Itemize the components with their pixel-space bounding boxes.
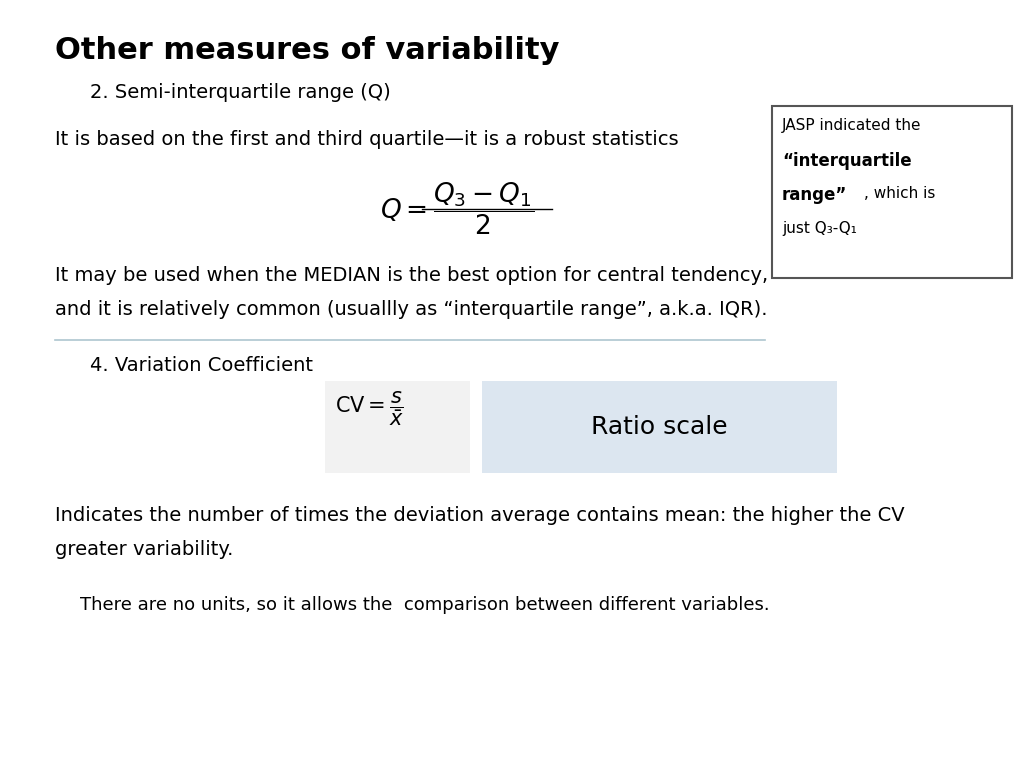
Text: There are no units, so it allows the  comparison between different variables.: There are no units, so it allows the com… — [80, 596, 770, 614]
FancyBboxPatch shape — [482, 381, 837, 473]
Text: , which is: , which is — [864, 186, 935, 201]
FancyBboxPatch shape — [772, 106, 1012, 278]
Text: It is based on the first and third quartile—it is a robust statistics: It is based on the first and third quart… — [55, 130, 679, 149]
Text: just Q₃-Q₁: just Q₃-Q₁ — [782, 221, 857, 236]
FancyBboxPatch shape — [325, 381, 470, 473]
Text: range”: range” — [782, 186, 848, 204]
Text: JASP indicated the: JASP indicated the — [782, 118, 922, 133]
Text: It may be used when the MEDIAN is the best option for central tendency,: It may be used when the MEDIAN is the be… — [55, 266, 768, 285]
Text: Ratio scale: Ratio scale — [591, 415, 728, 439]
Text: $\mathrm{CV} = \dfrac{s}{\bar{x}}$: $\mathrm{CV} = \dfrac{s}{\bar{x}}$ — [335, 389, 404, 428]
Text: Other measures of variability: Other measures of variability — [55, 36, 559, 65]
Text: Indicates the number of times the deviation average contains mean: the higher th: Indicates the number of times the deviat… — [55, 506, 904, 525]
Text: greater variability.: greater variability. — [55, 540, 233, 559]
Text: “interquartile: “interquartile — [782, 152, 911, 170]
Text: 2. Semi-interquartile range (Q): 2. Semi-interquartile range (Q) — [90, 83, 391, 102]
Text: $\mathit{Q} = \dfrac{\mathit{Q_3 - Q_1}}{2}$: $\mathit{Q} = \dfrac{\mathit{Q_3 - Q_1}}… — [380, 180, 535, 237]
Text: and it is relatively common (usuallly as “interquartile range”, a.k.a. IQR).: and it is relatively common (usuallly as… — [55, 300, 768, 319]
Text: 4. Variation Coefficient: 4. Variation Coefficient — [90, 356, 313, 375]
